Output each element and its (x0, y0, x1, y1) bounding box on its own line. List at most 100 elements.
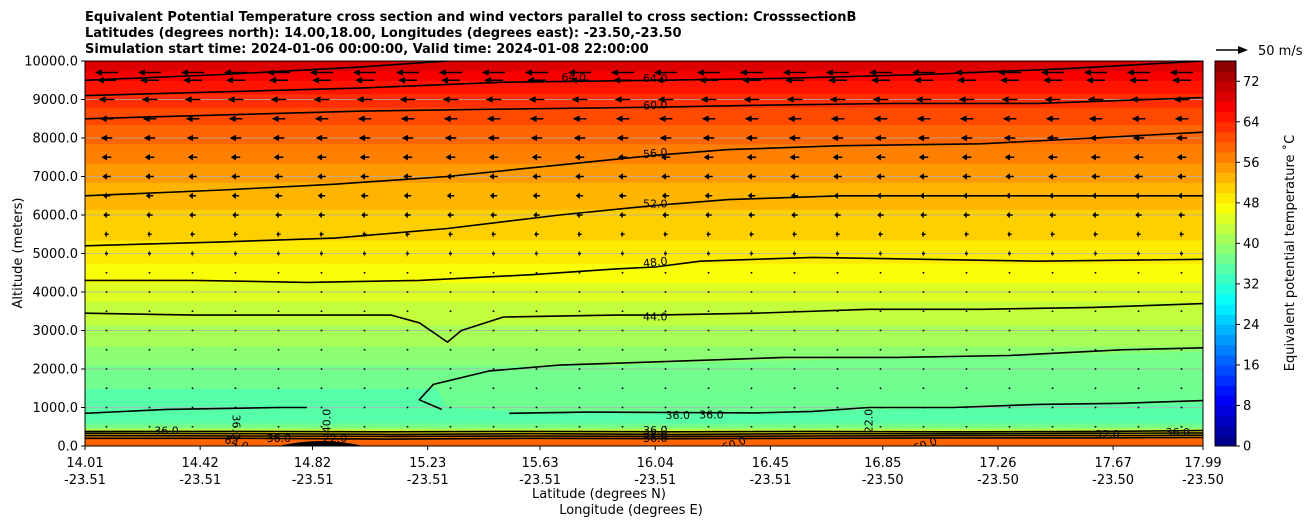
wind-vector-dot (406, 271, 409, 274)
colorbar-segment (1215, 182, 1236, 194)
field-band (85, 80, 1203, 83)
wind-vector-dot (105, 387, 108, 390)
wind-vector-dot (1008, 348, 1011, 351)
wind-vector-dot (793, 406, 796, 409)
wind-vector-head (404, 211, 408, 219)
wind-vector-head (1050, 231, 1053, 238)
x-tick-label-longitude: -23.51 (64, 473, 106, 488)
field-band (85, 174, 1203, 178)
field-band (85, 322, 1203, 326)
x-axis: 14.01 -23.51 14.42 -23.51 14.82 -23.51 15.23 -2… (64, 446, 1224, 488)
wind-vector-head (739, 69, 747, 76)
wind-vector-dot (492, 310, 495, 313)
wind-vector-head (956, 77, 964, 84)
field-band (85, 82, 1203, 85)
wind-vector-dot (191, 271, 194, 274)
field-band (85, 151, 1203, 154)
wind-vector-dot (234, 329, 237, 332)
field-band (85, 340, 1203, 343)
wind-vector-head (403, 173, 408, 180)
wind-vector-dot (363, 310, 366, 313)
field-band (85, 288, 1203, 291)
wind-vector-head (618, 173, 623, 180)
wind-vector-dot (578, 291, 581, 293)
contour-label-group: 60.0 (643, 98, 668, 112)
field-band (85, 259, 1203, 262)
wind-vector-head (747, 192, 752, 199)
wind-vector-dot (363, 406, 366, 409)
wind-vector-head (399, 96, 407, 103)
field-band (85, 251, 1203, 255)
wind-vector-head (1177, 173, 1182, 180)
wind-vector-head (1001, 96, 1009, 103)
wind-vector-head (358, 134, 366, 142)
wind-vector-dot (1180, 387, 1183, 390)
contour-label: 36.0 (1165, 426, 1190, 439)
field-band (85, 253, 1203, 257)
x-tick-label-longitude: -23.51 (292, 473, 334, 488)
field-band (85, 78, 1203, 81)
wind-vector-head (704, 173, 709, 180)
colorbar-segment (1215, 375, 1236, 386)
x-tick-label-longitude: -23.50 (1092, 473, 1134, 488)
wind-vector-dot (535, 425, 538, 428)
field-band (85, 353, 1203, 357)
x-tick-label-latitude: 14.82 (294, 456, 331, 471)
wind-vector-dot (234, 291, 237, 293)
contour-label: 22.0 (323, 432, 348, 445)
field-band (85, 109, 1203, 112)
wind-vector-dot (363, 291, 366, 293)
field-band (85, 132, 1203, 135)
wind-vector-head (1090, 154, 1096, 161)
field-band (85, 66, 1203, 70)
y-tick-label: 7000.0 (33, 170, 79, 185)
field-band (85, 295, 1203, 299)
colorbar-tick-label: 56 (1243, 156, 1260, 171)
wind-vector-head (190, 231, 193, 238)
colorbar-segment (1215, 121, 1236, 133)
wind-vector-head (317, 173, 322, 180)
wind-vector-head (533, 211, 537, 219)
wind-vector-head (229, 134, 237, 142)
colorbar-label: Equivalent potential temperature ˚C (1282, 135, 1298, 371)
wind-vector-head (274, 192, 279, 199)
contour-line (85, 256, 1203, 284)
wind-vector-dot (922, 271, 925, 274)
contour-line (85, 436, 1203, 440)
wind-vector-head (790, 192, 795, 199)
wind-vector-dot (148, 387, 151, 390)
wind-vector-head (187, 154, 193, 161)
wind-vector-dot (707, 368, 710, 370)
field-band (85, 201, 1203, 205)
wind-vector-head (102, 192, 107, 199)
wind-vector-head (834, 211, 838, 219)
wind-vector-dot (1094, 348, 1097, 351)
field-band (85, 426, 1203, 430)
colorbar-segment (1215, 405, 1236, 417)
wind-vector-head (921, 250, 924, 257)
field-band (85, 149, 1203, 153)
wind-vector-head (362, 231, 365, 238)
wind-vector-head (481, 69, 489, 76)
wind-vector-head (102, 173, 107, 180)
wind-vector-head (701, 115, 709, 122)
field-band (85, 112, 1203, 116)
contour-label-group: 36.0 (665, 409, 690, 422)
wind-vector-head (746, 154, 752, 161)
wind-vector-dot (492, 291, 495, 293)
contour-line (85, 96, 1203, 120)
wind-vector-head (491, 250, 494, 257)
wind-vector-head (442, 96, 450, 103)
wind-vector-head (137, 69, 145, 76)
field-band (85, 442, 1203, 445)
field-band (85, 286, 1203, 289)
wind-vector-head (227, 96, 235, 103)
wind-vector-head (184, 96, 192, 103)
field-band (85, 232, 1203, 235)
wind-vector-dot (1008, 329, 1011, 332)
wind-vector-dot (664, 329, 667, 332)
wind-vector-head (188, 192, 193, 199)
colorbar-segment (1215, 131, 1236, 143)
x-tick-label-longitude: -23.50 (1182, 473, 1224, 488)
